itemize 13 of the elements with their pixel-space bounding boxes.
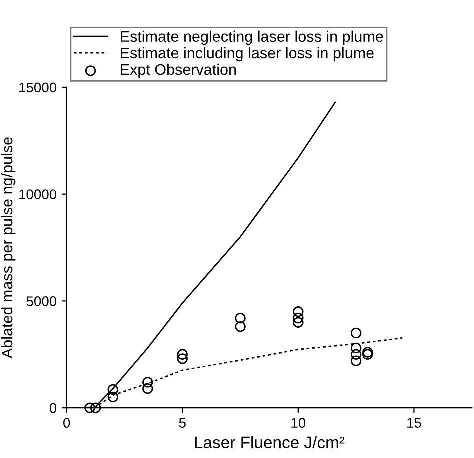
x-tick-label: 15 [408, 418, 422, 428]
y-tick-label: 10000 [20, 190, 57, 200]
y-tick-label: 0 [50, 403, 57, 414]
x-tick-label: 0 [64, 418, 70, 428]
y-axis-title: Ablated mass per pulse ng/pulse [1, 138, 16, 359]
x-axis-title: Laser Fluence J/cm² [195, 436, 345, 449]
x-tick-label: 5 [179, 418, 186, 428]
y-tick-label: 15000 [20, 82, 57, 93]
legend-label: Estimate neglecting laser loss in plume [121, 30, 384, 46]
legend-label: Expt Observation [121, 64, 236, 78]
y-tick-label: 5000 [26, 296, 57, 306]
legend-label: Estimate including laser loss in plume [121, 47, 374, 62]
x-tick-label: 10 [292, 418, 306, 428]
